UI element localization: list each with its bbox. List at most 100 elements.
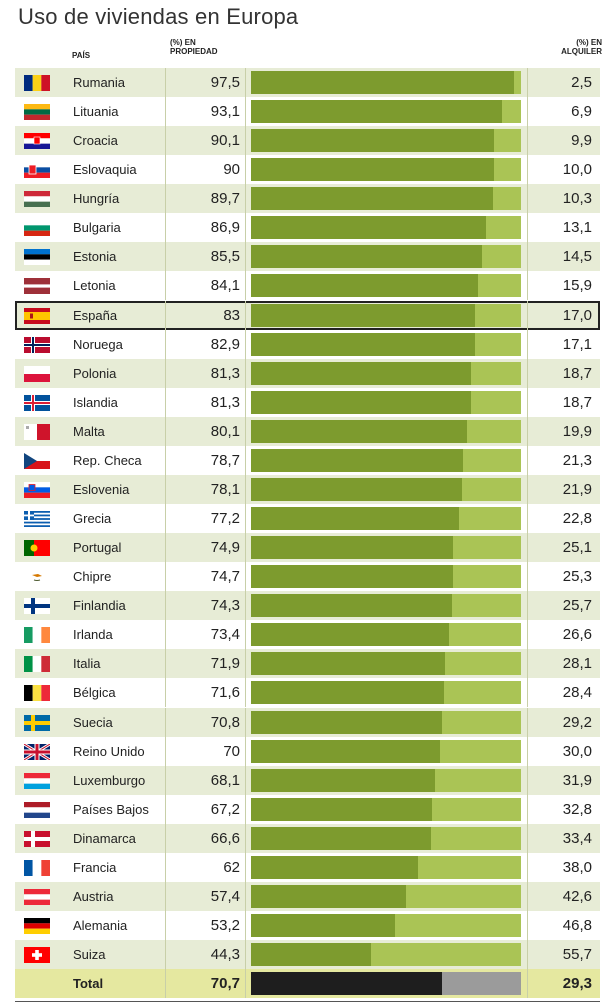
rented-bar (251, 187, 521, 211)
table-row: Rep. Checa 78,7 21,3 (15, 445, 600, 475)
column-separator (527, 213, 528, 243)
country-label: Islandia (73, 394, 118, 410)
column-separator (527, 678, 528, 708)
country-label: Rumania (73, 75, 126, 90)
column-separator (245, 300, 246, 330)
owned-bar (251, 129, 495, 153)
rented-bar (251, 855, 521, 879)
owned-bar (251, 245, 482, 269)
country-label: Rep. Checa (73, 452, 142, 468)
owned-value-label: 74,9 (210, 539, 240, 557)
owned-bar (251, 943, 371, 967)
owned-bar (251, 100, 503, 124)
owned-bar (251, 361, 471, 385)
column-separator (527, 155, 528, 185)
owned-bar (251, 855, 419, 879)
country-label: Dinamarca (73, 830, 136, 846)
malta-flag-icon (24, 423, 50, 440)
table-row: Alemania 53,2 46,8 (15, 911, 600, 941)
rented-value-label: 15,9 (562, 277, 592, 295)
chart-title: Uso de viviendas en Europa (18, 4, 299, 29)
column-separator (245, 823, 246, 853)
slovakia-flag-icon (24, 162, 50, 179)
country-label: Austria (73, 888, 114, 904)
column-separator (245, 504, 246, 534)
belgium-flag-icon (24, 685, 50, 702)
country-label: Polonia (73, 365, 117, 381)
owned-bar (251, 274, 479, 298)
header-owned-line2: PROPIEDAD (170, 47, 218, 56)
column-separator (527, 881, 528, 911)
table-row: Eslovenia 78,1 21,9 (15, 474, 600, 504)
owned-value-label: 89,7 (210, 190, 240, 208)
column-separator (245, 213, 246, 243)
croatia-flag-icon (24, 133, 50, 150)
denmark-flag-icon (24, 830, 50, 847)
country-label: Luxemburgo (73, 772, 146, 788)
column-separator (165, 271, 166, 301)
owned-value-label: 86,9 (210, 219, 240, 237)
column-separator (245, 911, 246, 941)
rented-value-label: 18,7 (562, 393, 592, 411)
owned-bar (251, 390, 471, 414)
owned-value-label: 78,1 (210, 480, 240, 498)
country-label: Noruega (73, 336, 123, 352)
rented-bar (251, 972, 521, 996)
column-separator (165, 969, 166, 999)
owned-value-label: 44,3 (210, 946, 240, 964)
column-separator (165, 823, 166, 853)
column-separator (165, 126, 166, 156)
rented-value-label: 26,6 (562, 626, 592, 644)
table-row: Polonia 81,3 18,7 (15, 358, 600, 388)
rented-bar (251, 361, 521, 385)
owned-value-label: 90 (223, 161, 240, 179)
column-separator (165, 765, 166, 795)
rented-value-label: 14,5 (562, 248, 592, 266)
rented-value-label: 28,4 (562, 684, 592, 702)
rented-value-label: 25,7 (562, 597, 592, 615)
column-separator (165, 911, 166, 941)
column-separator (165, 242, 166, 272)
table-row: Suecia 70,8 29,2 (15, 707, 600, 737)
column-separator (527, 852, 528, 882)
column-separator (527, 445, 528, 475)
column-separator (165, 852, 166, 882)
column-separator (165, 620, 166, 650)
rented-bar (251, 507, 521, 531)
rented-value-label: 32,8 (562, 800, 592, 818)
luxembourg-flag-icon (24, 772, 50, 789)
column-separator (527, 300, 528, 330)
romania-flag-icon (24, 75, 50, 91)
owned-value-label: 90,1 (210, 132, 240, 150)
rented-value-label: 29,3 (562, 975, 592, 993)
column-separator (527, 242, 528, 272)
owned-value-label: 70,7 (210, 975, 240, 993)
rented-bar (251, 594, 521, 618)
column-separator (527, 68, 528, 97)
table-row: Noruega 82,9 17,1 (15, 329, 600, 359)
column-separator (245, 445, 246, 475)
column-separator (165, 155, 166, 185)
column-separator (245, 591, 246, 621)
column-separator (527, 184, 528, 214)
table-row: Chipre 74,7 25,3 (15, 562, 600, 592)
table-row: Francia 62 38,0 (15, 852, 600, 882)
portugal-flag-icon (24, 540, 50, 557)
table-row: Bulgaria 86,9 13,1 (15, 213, 600, 243)
owned-bar (251, 797, 433, 821)
table-row: Países Bajos 67,2 32,8 (15, 794, 600, 824)
owned-value-label: 66,6 (210, 829, 240, 847)
column-separator (527, 649, 528, 679)
country-label: Finlandia (73, 598, 126, 614)
rented-value-label: 21,3 (562, 451, 592, 469)
column-separator (165, 97, 166, 127)
owned-bar (251, 681, 445, 705)
rented-value-label: 18,7 (562, 364, 592, 382)
spain-flag-icon (24, 307, 50, 324)
column-separator (527, 736, 528, 766)
column-separator (245, 387, 246, 417)
rented-value-label: 33,4 (562, 829, 592, 847)
rented-value-label: 10,0 (562, 161, 592, 179)
rented-bar (251, 768, 521, 792)
column-separator (245, 678, 246, 708)
